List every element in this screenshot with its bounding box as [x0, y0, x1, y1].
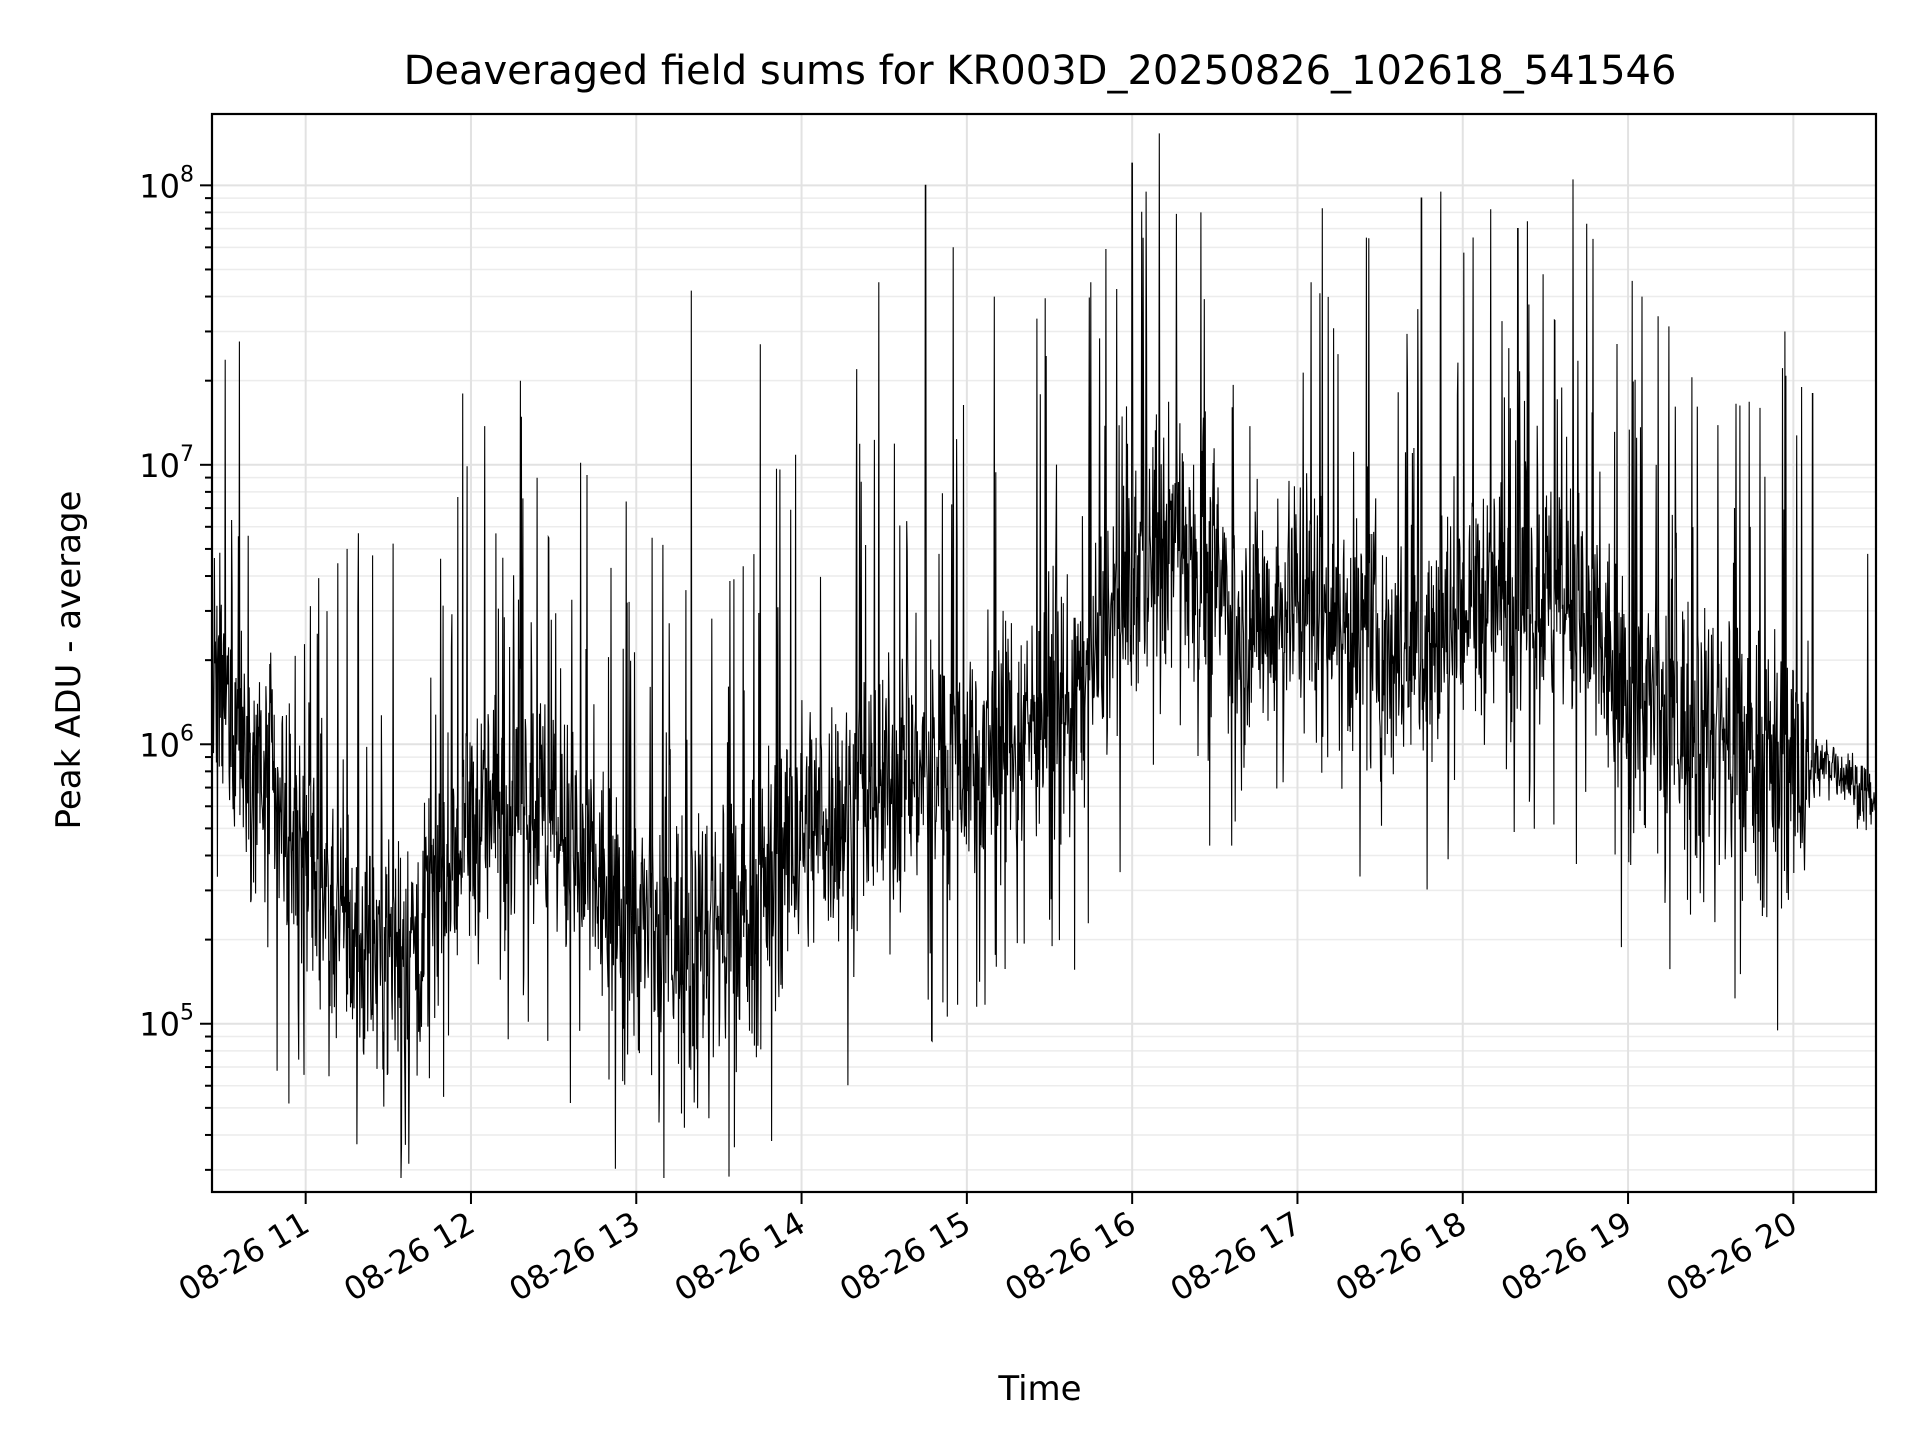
y-tick-label: 106	[139, 721, 194, 764]
x-axis-label: Time	[997, 1369, 1081, 1409]
y-tick-label: 107	[139, 442, 194, 485]
y-axis-ticks: 105 106 107 108	[139, 162, 212, 1171]
plot-frame	[210, 112, 1878, 1194]
y-axis-label: Peak ADU - average	[49, 491, 89, 830]
series-line	[211, 133, 1877, 1179]
y-tick-label: 108	[139, 162, 194, 205]
plot-area	[211, 133, 1877, 1179]
chart-title: Deaveraged field sums for KR003D_2025082…	[404, 48, 1677, 94]
y-tick-label: 105	[139, 1001, 194, 1044]
grid-major-lines	[212, 114, 1876, 1192]
